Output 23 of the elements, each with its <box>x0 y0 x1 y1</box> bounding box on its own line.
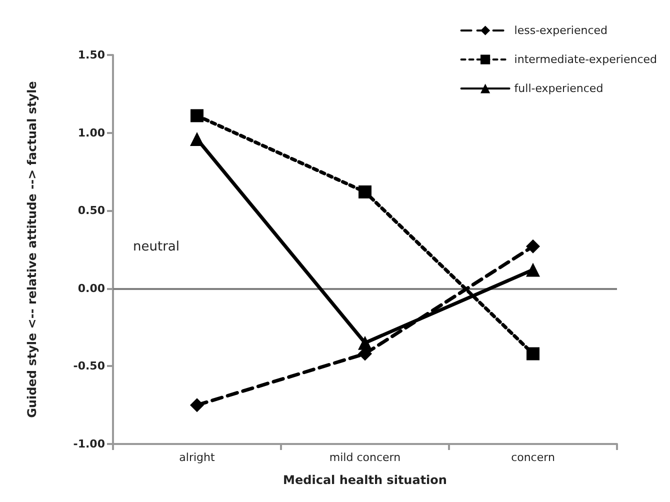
point <box>190 398 204 412</box>
x-tick-label: alright <box>179 451 216 464</box>
y-tick-label: 0.00 <box>78 282 106 295</box>
point <box>526 239 540 254</box>
x-tick-label: concern <box>511 451 555 464</box>
legend-label: full-experienced <box>514 82 604 95</box>
legend-label: less-experienced <box>514 24 608 37</box>
point <box>358 185 372 198</box>
y-tick-label: 1.50 <box>78 48 106 62</box>
y-tick-label: 1.00 <box>78 126 106 140</box>
x-tick-label: mild concern <box>329 451 401 464</box>
point <box>190 132 204 146</box>
point <box>190 109 204 122</box>
ref-line-label: neutral <box>133 239 180 254</box>
y-tick-label: 0.50 <box>78 204 106 218</box>
x-axis-title: Medical health situation <box>283 473 447 487</box>
point <box>526 262 540 277</box>
point <box>526 347 540 360</box>
y-axis-title: Guided style <-- relative attitude --> factual style <box>25 81 39 418</box>
legend-label: intermediate-experienced <box>514 53 658 66</box>
point <box>358 336 372 350</box>
y-tick-label: -0.50 <box>73 360 106 373</box>
y-tick-label: -1.00 <box>73 438 106 450</box>
